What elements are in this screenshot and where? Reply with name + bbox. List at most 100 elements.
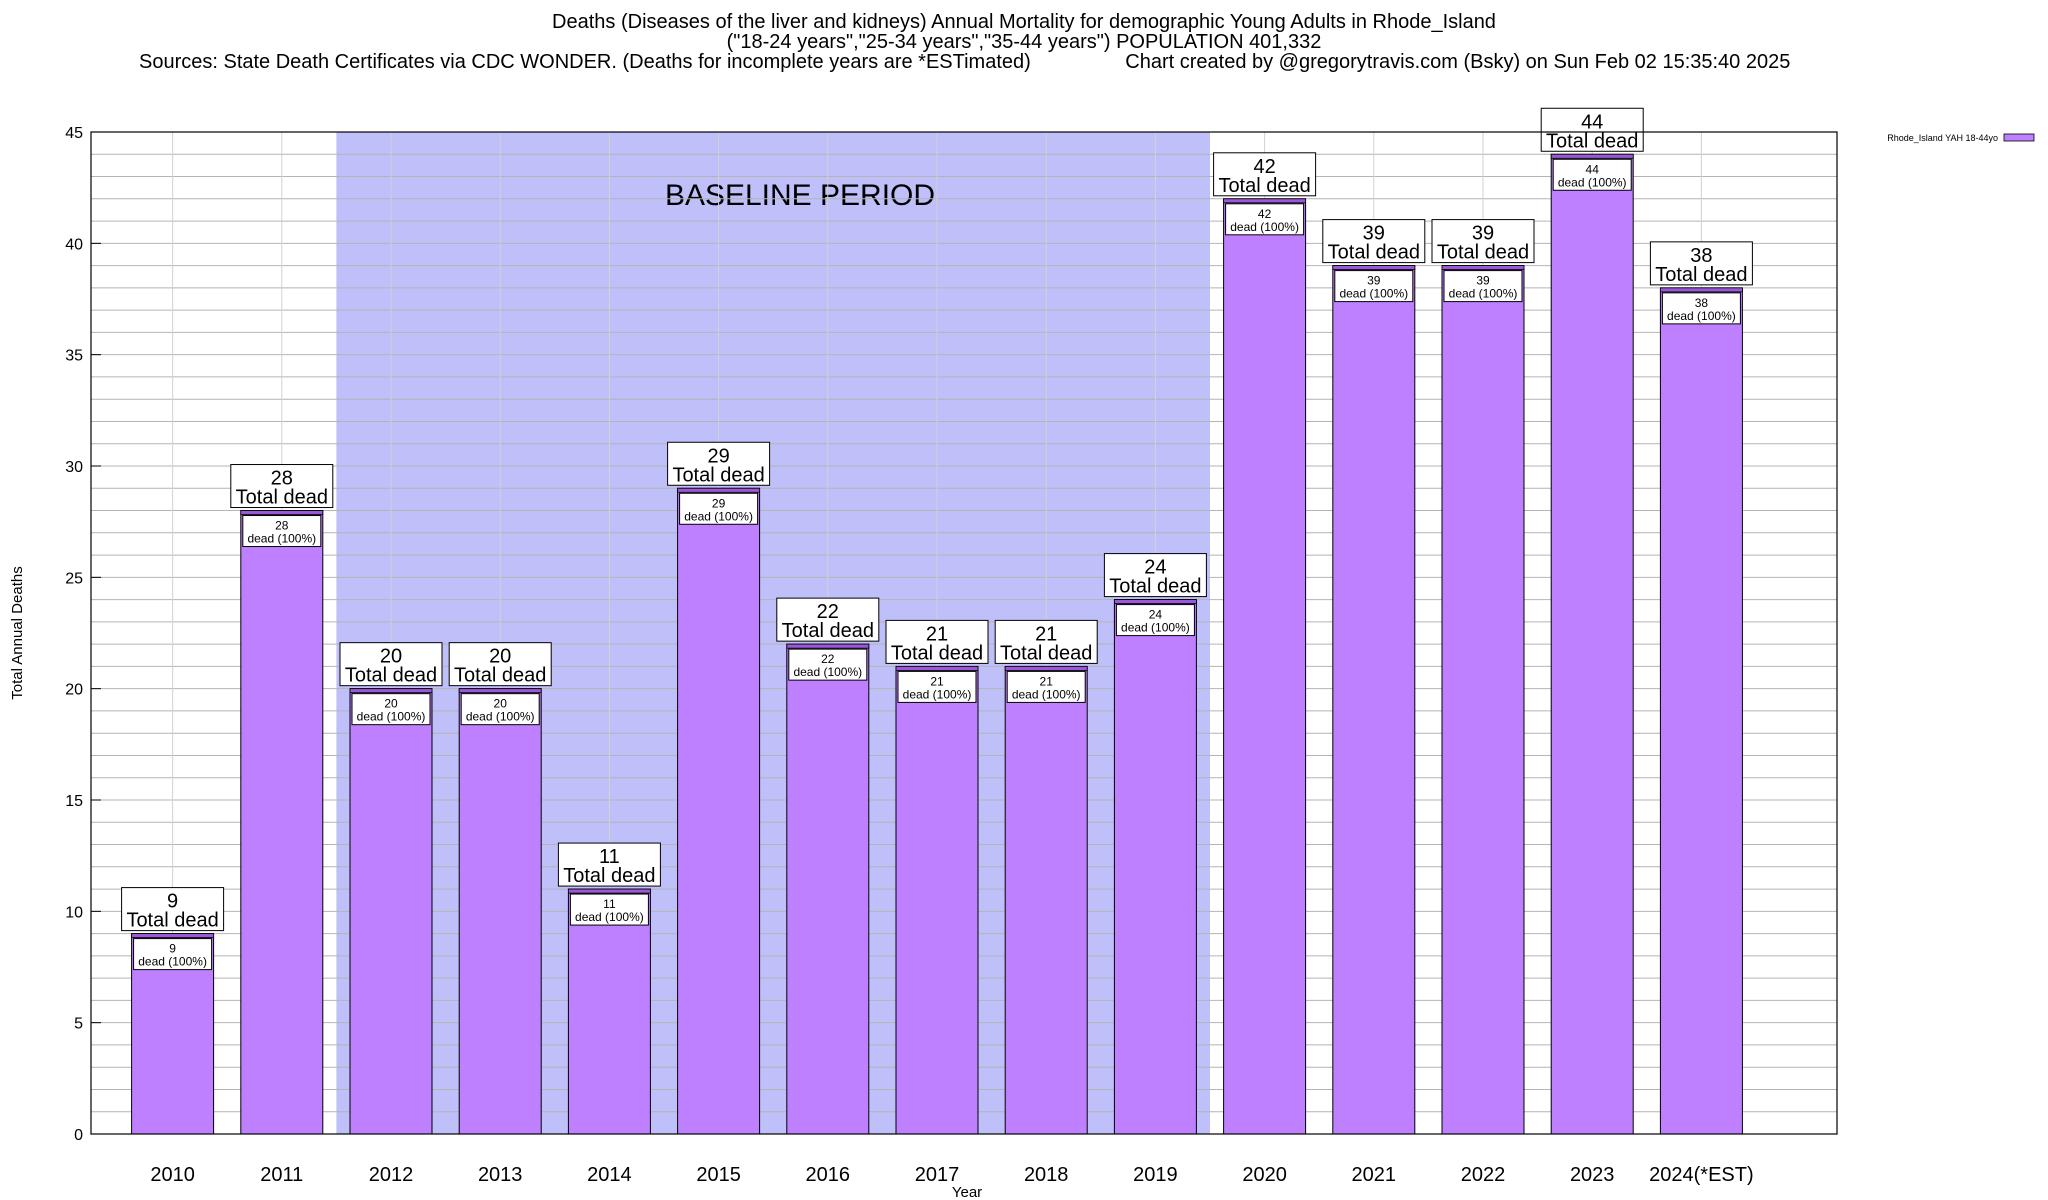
x-tick-label: 2020	[1242, 1164, 1287, 1186]
total-label-value: 22	[817, 601, 839, 623]
bar	[349, 688, 433, 1135]
inner-label-box	[1443, 270, 1523, 303]
total-label-text: Total dead	[1328, 242, 1420, 264]
total-label-box	[448, 642, 552, 687]
bar	[677, 487, 761, 1135]
bar	[1441, 265, 1525, 1135]
total-label-text: Total dead	[1655, 264, 1747, 286]
sources-text: Sources: State Death Certificates via CD…	[139, 51, 1031, 73]
credit-text: Chart created by @gregorytravis.com (Bsk…	[1125, 51, 1791, 73]
y-tick-label: 45	[65, 125, 83, 142]
legend: Rhode_Island YAH 18-44yo	[1887, 133, 2035, 143]
inner-label-value: 39	[1476, 274, 1490, 288]
inner-label-value: 21	[1040, 674, 1054, 688]
bar-top-cap	[1550, 153, 1634, 159]
x-tick-label: 2014	[587, 1164, 632, 1186]
total-label-value: 39	[1363, 223, 1385, 245]
bar-top-cap	[786, 643, 870, 649]
bar-top-cap	[677, 487, 760, 493]
inner-label-box	[569, 893, 649, 926]
total-label-text: Total dead	[454, 665, 546, 687]
x-tick-label: 2018	[1024, 1164, 1069, 1186]
x-tick-label: 2015	[696, 1164, 741, 1186]
bar	[1223, 198, 1307, 1135]
inner-label-box	[242, 515, 322, 548]
inner-label-text: dead (100%)	[466, 710, 535, 724]
inner-label-text: dead (100%)	[138, 955, 207, 969]
y-tick-label: 20	[65, 682, 83, 699]
y-tick-label: 30	[65, 459, 83, 476]
inner-label-text: dead (100%)	[1339, 287, 1408, 301]
total-label-value: 38	[1690, 245, 1712, 267]
bar	[895, 665, 979, 1135]
total-label-text: Total dead	[1109, 576, 1201, 598]
x-tick-label: 2013	[478, 1164, 523, 1186]
total-label-box	[230, 464, 334, 509]
total-label-value: 20	[380, 646, 402, 668]
inner-label-value: 38	[1695, 296, 1709, 310]
total-label-text: Total dead	[1546, 130, 1638, 152]
total-label-box	[339, 642, 443, 687]
total-label-value: 28	[271, 468, 293, 490]
bar	[567, 888, 651, 1135]
total-label-text: Total dead	[672, 464, 764, 486]
total-label-value: 11	[599, 846, 620, 868]
y-tick-label: 40	[65, 236, 83, 253]
bar-top-cap	[240, 510, 324, 515]
x-tick-label: 2019	[1133, 1164, 1178, 1186]
inner-label-text: dead (100%)	[1121, 621, 1190, 635]
x-tick-label: 2016	[806, 1164, 851, 1186]
x-axis-label: Year	[952, 1184, 982, 1200]
inner-label-box	[788, 648, 868, 681]
total-label-text: Total dead	[891, 642, 983, 664]
total-label-box	[667, 441, 771, 486]
inner-label-value: 11	[603, 897, 616, 911]
y-tick-label: 5	[74, 1016, 83, 1033]
bar	[240, 510, 324, 1135]
bar	[1332, 265, 1416, 1135]
total-label-text: Total dead	[563, 865, 655, 887]
y-tick-label: 10	[65, 904, 83, 921]
total-label-text: Total dead	[126, 910, 218, 932]
y-tick-label: 35	[65, 348, 83, 365]
bar-top-cap	[1004, 666, 1088, 671]
inner-label-box	[1661, 292, 1741, 325]
inner-label-text: dead (100%)	[793, 665, 862, 679]
bar-top-cap	[568, 888, 651, 894]
inner-label-text: dead (100%)	[575, 910, 644, 924]
total-label-box	[557, 842, 661, 887]
bar	[786, 643, 870, 1135]
total-label-text: Total dead	[1000, 642, 1092, 664]
inner-label-value: 44	[1586, 162, 1600, 176]
total-label-value: 21	[926, 623, 948, 645]
inner-label-text: dead (100%)	[357, 710, 426, 724]
total-label-value: 21	[1035, 623, 1057, 645]
y-tick-label: 15	[65, 793, 83, 810]
total-label-box	[1649, 241, 1753, 286]
bar-top-cap	[1660, 287, 1743, 293]
bar-top-cap	[1114, 599, 1197, 604]
total-label-box	[994, 619, 1098, 664]
inner-label-value: 20	[494, 697, 508, 711]
total-label-box	[776, 597, 880, 642]
total-label-text: Total dead	[236, 487, 328, 509]
inner-label-box	[1006, 670, 1086, 703]
inner-label-text: dead (100%)	[1449, 287, 1518, 301]
inner-label-box	[897, 670, 977, 703]
bar	[1113, 599, 1197, 1135]
inner-label-text: dead (100%)	[1230, 220, 1299, 234]
total-label-value: 20	[489, 646, 511, 668]
total-label-text: Total dead	[345, 665, 437, 687]
inner-label-box	[133, 938, 213, 971]
total-label-text: Total dead	[782, 620, 874, 642]
total-label-value: 39	[1472, 223, 1494, 245]
total-label-value: 24	[1144, 557, 1166, 579]
total-label-text: Total dead	[1437, 242, 1529, 264]
